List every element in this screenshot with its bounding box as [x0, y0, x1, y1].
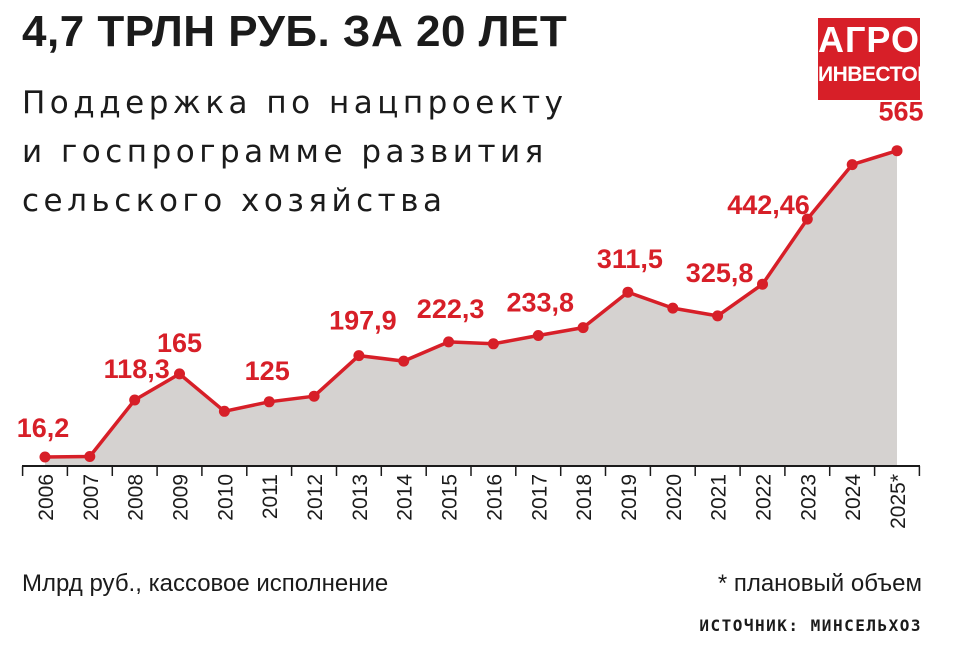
data-point-2019 [622, 286, 634, 298]
data-point-2010 [218, 405, 230, 417]
x-tick-label-2019: 2019 [618, 474, 641, 521]
data-point-2015 [443, 336, 455, 348]
data-point-2020 [667, 302, 679, 314]
series-line [44, 149, 898, 459]
x-tick-label-2015: 2015 [439, 474, 462, 521]
data-point-2008 [129, 394, 141, 406]
data-point-2011 [263, 396, 275, 408]
data-label-2025: 565 [878, 97, 923, 127]
x-tick-label-2024: 2024 [842, 474, 865, 521]
data-label-2017: 233,8 [507, 288, 575, 318]
x-tick-label-2013: 2013 [349, 474, 372, 521]
unit-note: Млрд руб., кассовое исполнение [22, 570, 389, 597]
data-label-2006: 16,2 [17, 413, 70, 443]
x-tick-label-2007: 2007 [80, 474, 103, 521]
x-tick-label-2021: 2021 [708, 474, 731, 521]
area-fill [45, 150, 897, 466]
page-title: 4,7 ТРЛН РУБ. ЗА 20 ЛЕТ [22, 7, 568, 56]
data-label-2019: 311,5 [597, 244, 663, 274]
x-tick-label-2008: 2008 [125, 474, 148, 521]
x-tick-label-2009: 2009 [170, 474, 193, 521]
x-tick-label-2020: 2020 [663, 474, 686, 521]
subtitle-line-2: и госпрограмме развития [22, 134, 548, 170]
data-point-2018 [577, 322, 589, 334]
data-point-2021 [712, 310, 724, 322]
data-point-2007 [84, 451, 96, 462]
x-tick-label-2010: 2010 [214, 474, 237, 521]
data-point-2012 [308, 390, 320, 402]
data-point-2022 [757, 278, 768, 290]
x-tick-label-2012: 2012 [304, 474, 327, 521]
data-point-2023 [801, 213, 813, 225]
logo-line-2: ИНВЕСТОР [818, 63, 931, 86]
data-point-2006 [39, 451, 51, 463]
data-point-2025 [891, 145, 903, 157]
x-tick-label-2018: 2018 [573, 474, 596, 521]
source-note: ИСТОЧНИК: МИНСЕЛЬХОЗ [699, 616, 922, 635]
x-tick-label-2022: 2022 [753, 474, 776, 521]
data-point-2016 [487, 338, 499, 350]
data-label-2015: 222,3 [417, 294, 485, 324]
x-axis: 2006 2007 2008 2009 2010 2011 2012 2013 2014 2015… [21, 465, 921, 529]
line-layer [44, 149, 898, 459]
data-label-2011: 125 [245, 356, 290, 386]
x-tick-label-2014: 2014 [394, 474, 417, 521]
x-tick-label-2025: 2025* [887, 474, 910, 529]
data-label-2008: 118,3 [104, 354, 170, 384]
logo-line-1: АГРО [818, 19, 920, 60]
x-tick-label-2011: 2011 [259, 474, 282, 519]
subtitle-line-1: Поддержка по нацпроекту [22, 85, 568, 121]
data-label-2009: 165 [157, 328, 202, 358]
point-layer [39, 145, 903, 463]
data-point-2017 [532, 330, 544, 341]
x-tick-label-2017: 2017 [528, 474, 551, 521]
data-point-2013 [353, 350, 365, 362]
plan-note: * плановый объем [717, 570, 922, 597]
x-tick-label-2023: 2023 [797, 474, 820, 521]
subtitle-line-3: сельского хозяйства [22, 183, 447, 219]
data-point-2024 [846, 159, 858, 171]
data-label-2022: 442,46 [727, 190, 810, 220]
data-point-2009 [174, 368, 185, 380]
x-tick-label-2006: 2006 [35, 474, 58, 521]
data-label-2021: 325,8 [686, 258, 754, 288]
area-layer [45, 150, 897, 466]
data-point-2014 [398, 355, 410, 367]
agroinvestor-logo: АГРО ИНВЕСТОР [818, 18, 931, 100]
x-tick-label-2016: 2016 [483, 474, 506, 521]
data-label-2013: 197,9 [329, 306, 397, 336]
